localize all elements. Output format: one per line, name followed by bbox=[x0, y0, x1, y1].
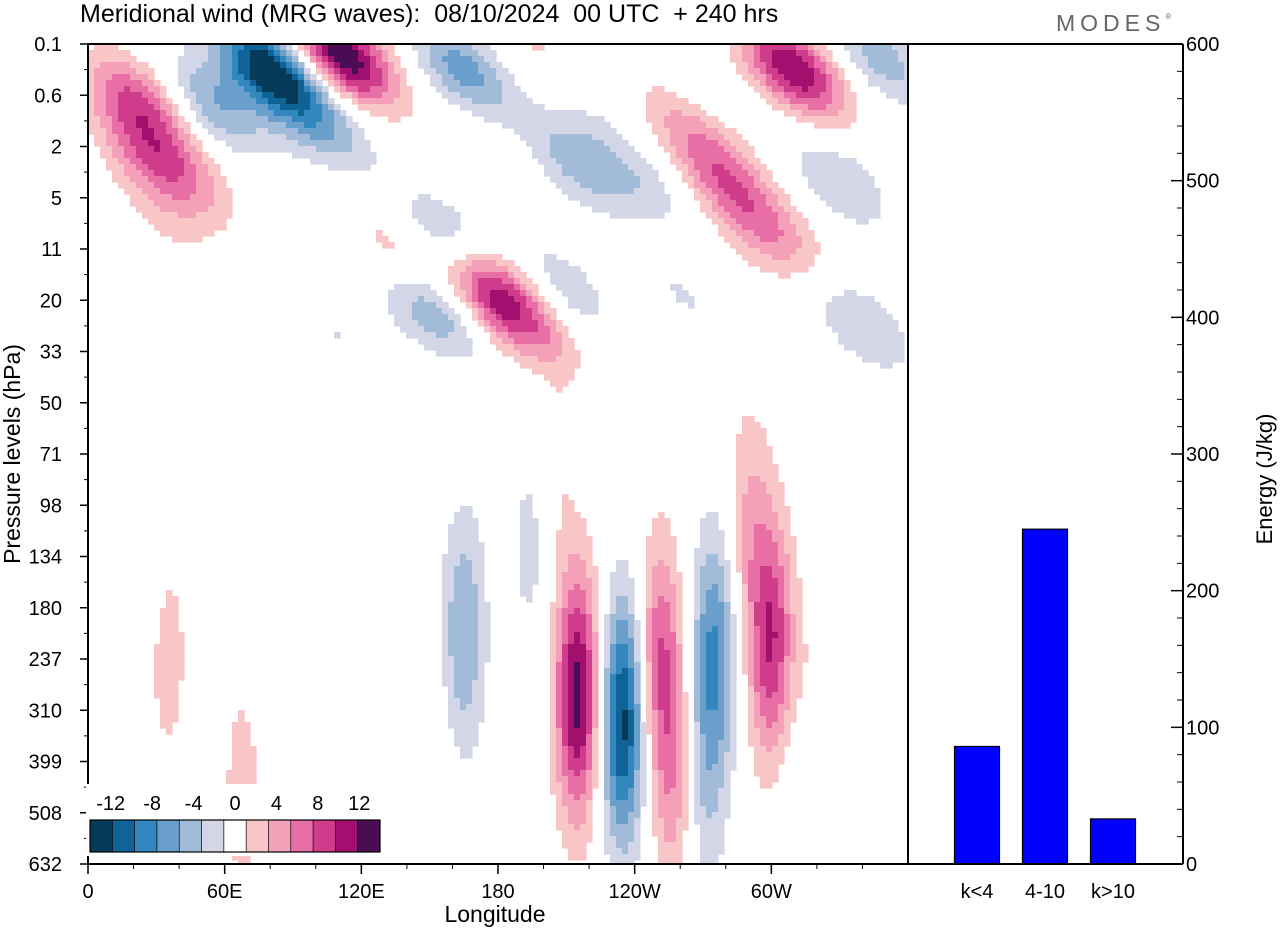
colorbar-label: 0 bbox=[229, 793, 240, 815]
energy-axis-label: Energy (J/kg) bbox=[1252, 414, 1277, 545]
x-tick-label: 180 bbox=[481, 881, 514, 903]
y-tick-label: 508 bbox=[29, 803, 62, 825]
y-tick-label: 310 bbox=[29, 700, 62, 722]
colorbar-label: -4 bbox=[185, 793, 203, 815]
x-tick-label: 120W bbox=[609, 881, 661, 903]
y-axis-label: Pressure levels (hPa) bbox=[0, 344, 25, 564]
y-tick-label: 50 bbox=[40, 393, 62, 415]
colorbar-frame bbox=[89, 819, 381, 853]
energy-bar bbox=[1089, 818, 1137, 865]
energy-tick-label: 600 bbox=[1186, 34, 1219, 56]
y-tick-label: 134 bbox=[29, 547, 62, 569]
colorbar-label: -8 bbox=[143, 793, 161, 815]
colorbar-label: 8 bbox=[312, 793, 323, 815]
energy-bar bbox=[1021, 528, 1069, 865]
x-tick-label: 0 bbox=[82, 881, 93, 903]
colorbar-label: -12 bbox=[96, 793, 125, 815]
y-tick-label: 98 bbox=[40, 495, 62, 517]
colorbar-swatch bbox=[313, 820, 336, 852]
energy-tick-label: 300 bbox=[1186, 444, 1219, 466]
energy-tick-label: 500 bbox=[1186, 171, 1219, 193]
bar-category-label: k>10 bbox=[1091, 881, 1135, 903]
colorbar-swatch bbox=[179, 820, 202, 852]
energy-axes: k<4 4-10 k>10 0 100 200 300 400 500 600 Energy (J/… bbox=[908, 34, 1277, 903]
y-tick-label: 71 bbox=[40, 444, 62, 466]
y-tick-label: 399 bbox=[29, 752, 62, 774]
colorbar: -12 -8 -4 0 4 8 12 bbox=[86, 784, 384, 856]
y-tick-label: 632 bbox=[29, 854, 62, 876]
energy-tick-label: 400 bbox=[1186, 307, 1219, 329]
colorbar-swatch bbox=[112, 820, 136, 852]
chart-title: Meridional wind (MRG waves): 08/10/2024 … bbox=[80, 0, 779, 28]
colorbar-swatch bbox=[246, 820, 269, 852]
y-tick-label: 20 bbox=[40, 290, 62, 312]
y-tick-label: 33 bbox=[40, 342, 62, 364]
colorbar-label: 12 bbox=[348, 793, 370, 815]
energy-tick-label: 100 bbox=[1186, 717, 1219, 739]
colorbar-swatch bbox=[134, 820, 158, 852]
x-axis-label: Longitude bbox=[444, 901, 545, 927]
brand-text: MODES bbox=[1056, 10, 1166, 36]
energy-tick-label: 200 bbox=[1186, 581, 1219, 603]
colorbar-swatch bbox=[201, 820, 225, 852]
x-tick-label: 60E bbox=[207, 881, 243, 903]
y-tick-label: 5 bbox=[51, 188, 62, 210]
colorbar-swatch bbox=[335, 820, 359, 852]
x-tick-label: 60W bbox=[751, 881, 792, 903]
y-tick-label: 0.1 bbox=[34, 34, 62, 56]
colorbar-swatch bbox=[156, 820, 180, 852]
heatmap-field bbox=[88, 44, 908, 864]
colorbar-swatch bbox=[290, 820, 314, 852]
y-tick-label: 11 bbox=[41, 239, 62, 261]
registered-mark: ® bbox=[1165, 12, 1172, 21]
heatmap-axes: 0.1 0.6 2 5 11 20 33 50 71 98 134 180 237 310 399 508 63… bbox=[0, 34, 909, 927]
energy-tick-label: 0 bbox=[1186, 854, 1197, 876]
y-tick-label: 180 bbox=[29, 598, 62, 620]
y-tick-label: 2 bbox=[51, 137, 62, 159]
colorbar-swatch bbox=[268, 820, 292, 852]
colorbar-swatch bbox=[357, 820, 381, 852]
brand-logo: MODES® bbox=[1056, 10, 1171, 37]
bar-category-label: k<4 bbox=[961, 881, 994, 903]
colorbar-swatch bbox=[90, 820, 113, 852]
colorbar-label: 4 bbox=[271, 793, 282, 815]
energy-bar bbox=[953, 745, 1001, 865]
y-tick-label: 237 bbox=[29, 649, 62, 671]
bar-category-label: 4-10 bbox=[1025, 881, 1065, 903]
y-tick-label: 0.6 bbox=[34, 85, 62, 107]
colorbar-swatch bbox=[223, 820, 247, 852]
x-tick-label: 120E bbox=[338, 881, 385, 903]
